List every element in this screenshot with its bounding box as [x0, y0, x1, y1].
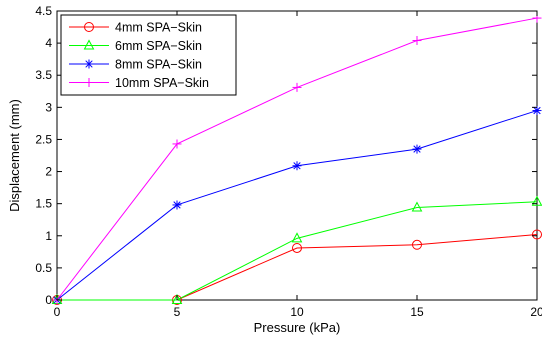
legend-marker — [84, 22, 94, 32]
data-point — [171, 293, 183, 304]
x-tick-label: 20 — [530, 305, 542, 319]
y-tick-label: 4 — [45, 36, 52, 50]
legend-box — [60, 14, 237, 96]
y-tick-label: 3.5 — [35, 68, 52, 82]
data-point — [411, 201, 423, 212]
series-layer — [51, 13, 542, 305]
data-point — [291, 232, 303, 243]
y-tick-label: 0.5 — [35, 261, 52, 275]
legend-marker — [84, 59, 94, 69]
x-tick-label: 5 — [174, 305, 181, 319]
legend-marker — [83, 39, 95, 50]
series-line — [57, 201, 538, 301]
y-tick-label: 3 — [45, 100, 52, 114]
data-point — [412, 144, 422, 154]
x-tick-label: 10 — [290, 305, 304, 319]
y-tick-label: 2.5 — [35, 132, 52, 146]
y-tick-label: 2 — [45, 165, 52, 179]
y-tick-label: 0 — [45, 293, 52, 307]
data-point — [531, 195, 542, 206]
x-tick-label: 0 — [54, 305, 61, 319]
data-point — [172, 139, 182, 149]
data-point — [292, 161, 302, 171]
x-tick-label: 15 — [410, 305, 424, 319]
data-point — [532, 106, 542, 116]
data-point — [412, 239, 422, 250]
data-point — [412, 36, 422, 46]
data-point — [292, 82, 302, 92]
y-axis-title: Displacement (mm) — [7, 99, 22, 212]
legend-label: 10mm SPA−Skin — [115, 76, 209, 90]
legend-item: 8mm SPA−Skin — [69, 58, 202, 72]
y-tick-label: 4.5 — [35, 4, 52, 18]
y-tick-label: 1.5 — [35, 197, 52, 211]
legend: 4mm SPA−Skin 6mm SPA−Skin 8mm SPA−Skin 10mm… — [60, 14, 237, 96]
data-point — [292, 242, 302, 253]
legend-item: 6mm SPA−Skin — [69, 39, 202, 53]
data-point — [172, 200, 182, 210]
y-tick-label: 1 — [45, 229, 52, 243]
legend-marker — [84, 78, 94, 87]
axis-layer: 0 5 10 15 20 0 0.5 1 1.5 2 2.5 3 3.5 4 4.5 — [35, 4, 542, 319]
x-axis-title: Pressure (kPa) — [254, 320, 341, 335]
legend-label: 8mm SPA−Skin — [115, 58, 202, 72]
legend-label: 4mm SPA−Skin — [115, 21, 202, 35]
legend-item: 10mm SPA−Skin — [69, 76, 209, 90]
legend-item: 4mm SPA−Skin — [69, 21, 202, 35]
legend-label: 6mm SPA−Skin — [115, 39, 202, 53]
